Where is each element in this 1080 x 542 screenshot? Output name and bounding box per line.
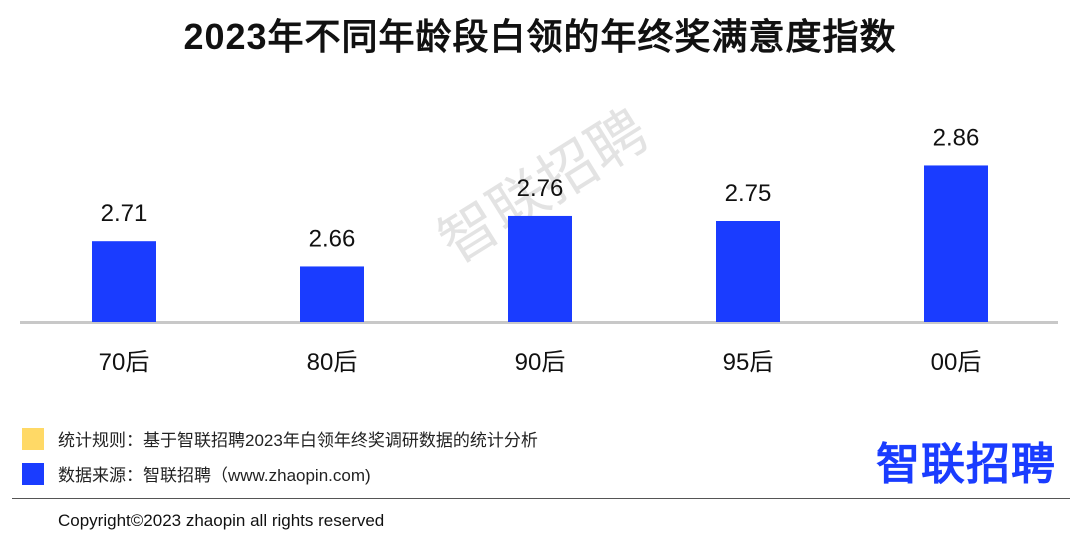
legend-item-rule: 统计规则：基于智联招聘2023年白领年终奖调研数据的统计分析 bbox=[22, 426, 538, 451]
bar bbox=[508, 215, 572, 322]
legend-label: 统计规则：基于智联招聘2023年白领年终奖调研数据的统计分析 bbox=[58, 431, 538, 450]
x-tick-label: 80后 bbox=[307, 349, 358, 376]
data-label: 2.71 bbox=[101, 200, 148, 227]
x-tick-label: 70后 bbox=[99, 349, 150, 376]
legend-swatch-blue bbox=[22, 462, 44, 485]
data-label: 2.76 bbox=[517, 175, 564, 202]
legend-item-source: 数据来源：智联招聘（www.zhaopin.com) bbox=[22, 461, 371, 486]
x-tick-label: 90后 bbox=[515, 349, 566, 376]
bar bbox=[92, 241, 156, 322]
copyright-text: Copyright©2023 zhaopin all rights reserv… bbox=[58, 511, 385, 530]
footer-divider bbox=[12, 498, 1070, 499]
x-tick-label: 00后 bbox=[931, 349, 982, 376]
chart-title: 2023年不同年龄段白领的年终奖满意度指数 bbox=[183, 16, 897, 57]
x-tick-label: 95后 bbox=[723, 349, 774, 376]
bar bbox=[716, 221, 780, 322]
bar bbox=[924, 165, 988, 322]
bar bbox=[300, 266, 364, 322]
legend-swatch-yellow bbox=[22, 427, 44, 450]
legend-label: 数据来源：智联招聘（www.zhaopin.com) bbox=[58, 466, 371, 485]
data-label: 2.66 bbox=[309, 225, 356, 252]
data-label: 2.86 bbox=[933, 124, 980, 151]
zhaopin-logo: 智联招聘 bbox=[876, 440, 1056, 489]
bar-chart: 2.71 70后 2.66 80后 2.76 90后 2.75 95后 2.86 00后 bbox=[20, 124, 1058, 376]
data-label: 2.75 bbox=[725, 180, 772, 207]
